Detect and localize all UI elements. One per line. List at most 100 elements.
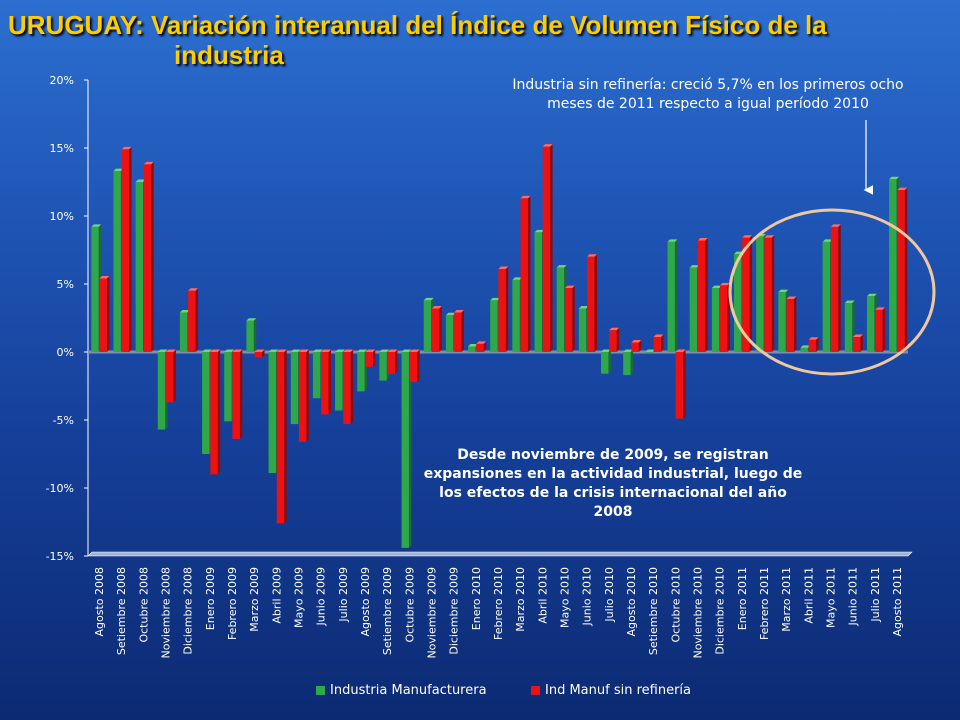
bar-side-ind-manuf-sin-refineria (262, 349, 265, 358)
y-tick-label: 5% (57, 278, 74, 291)
bar-side-ind-manuf-sin-refineria (705, 237, 708, 352)
x-tick-label: Noviembre 2008 (160, 567, 173, 659)
bar-top-ind-manuf-sin-refineria (675, 349, 686, 352)
bar-side-ind-manuf-sin-refineria (594, 254, 597, 352)
bar-side-industria-manufacturera (408, 349, 412, 548)
bar-side-ind-manuf-sin-refineria (372, 349, 376, 367)
bar-ind-manuf-sin-refineria (165, 352, 174, 403)
y-tick-label: -15% (46, 550, 74, 563)
legend-label: Industria Manufacturera (330, 683, 487, 698)
bar-industria-manufacturera (335, 352, 343, 411)
bar-industria-manufacturera (866, 296, 875, 352)
bar-side-ind-manuf-sin-refineria (173, 349, 176, 403)
x-tick-label: Junio 2009 (315, 567, 328, 626)
bar-ind-manuf-sin-refineria (298, 352, 307, 442)
bar-top-ind-manuf-sin-refineria (830, 224, 841, 227)
bar-top-industria-manufacturera (290, 349, 301, 352)
bar-top-ind-manuf-sin-refineria (653, 334, 664, 338)
bar-side-industria-manufacturera (608, 349, 611, 374)
bar-side-ind-manuf-sin-refineria (350, 349, 354, 425)
bar-top-ind-manuf-sin-refineria (454, 310, 464, 313)
bar-top-industria-manufacturera (445, 312, 456, 316)
bar-top-ind-manuf-sin-refineria (498, 266, 509, 270)
bar-side-ind-manuf-sin-refineria (683, 349, 686, 419)
bar-top-ind-manuf-sin-refineria (165, 349, 176, 352)
bar-ind-manuf-sin-refineria (431, 308, 440, 352)
bar-side-ind-manuf-sin-refineria (417, 349, 420, 382)
bar-top-industria-manufacturera (91, 224, 102, 227)
bar-side-ind-manuf-sin-refineria (882, 307, 886, 352)
x-tick-label: Agosto 2008 (93, 567, 106, 637)
x-tick-label: Octubre 2010 (669, 567, 682, 643)
bar-top-industria-manufacturera (202, 349, 212, 352)
bar-top-ind-manuf-sin-refineria (210, 349, 221, 352)
x-tick-label: Mayo 2011 (824, 567, 837, 628)
bar-industria-manufacturera (113, 171, 121, 352)
bar-side-ind-manuf-sin-refineria (638, 339, 642, 352)
legend-swatch-green (316, 686, 325, 695)
bar-side-ind-manuf-sin-refineria (860, 334, 863, 352)
bar-top-industria-manufacturera (556, 265, 567, 268)
x-tick-label: Marzo 2009 (248, 567, 261, 632)
bar-top-industria-manufacturera (490, 297, 501, 301)
bar-industria-manufacturera (689, 267, 698, 352)
bar-ind-manuf-sin-refineria (143, 164, 152, 352)
bar-ind-manuf-sin-refineria (520, 198, 528, 352)
bar-top-ind-manuf-sin-refineria (631, 339, 642, 343)
bar-ind-manuf-sin-refineria (564, 288, 573, 352)
bar-ind-manuf-sin-refineria (786, 298, 794, 352)
bar-industria-manufacturera (135, 182, 144, 352)
bar-industria-manufacturera (290, 352, 299, 425)
chart-title-line1: URUGUAY: Variación interanual del Índice… (8, 10, 827, 40)
bar-top-ind-manuf-sin-refineria (431, 305, 442, 309)
bar-side-ind-manuf-sin-refineria (550, 144, 553, 352)
bar-top-ind-manuf-sin-refineria (897, 187, 908, 191)
bar-top-industria-manufacturera (578, 305, 589, 309)
bar-side-ind-manuf-sin-refineria (195, 288, 199, 352)
bar-top-ind-manuf-sin-refineria (609, 327, 620, 331)
bar-top-ind-manuf-sin-refineria (387, 349, 398, 352)
bar-industria-manufacturera (246, 320, 254, 352)
x-tick-label: Julio 2011 (869, 567, 882, 623)
x-tick-label: Junio 2011 (847, 567, 860, 626)
bar-top-ind-manuf-sin-refineria (276, 349, 287, 352)
bar-ind-manuf-sin-refineria (764, 237, 772, 352)
bar-top-ind-manuf-sin-refineria (742, 235, 753, 238)
x-tick-label: Agosto 2011 (891, 567, 904, 637)
bar-industria-manufacturera (756, 236, 764, 352)
bar-top-industria-manufacturera (778, 289, 789, 293)
bar-side-industria-manufacturera (630, 349, 634, 376)
x-tick-label: Agosto 2010 (625, 567, 638, 637)
bar-industria-manufacturera (91, 226, 99, 352)
bar-ind-manuf-sin-refineria (852, 337, 861, 352)
bar-top-industria-manufacturera (800, 345, 811, 348)
bar-top-ind-manuf-sin-refineria (542, 144, 553, 147)
bar-side-ind-manuf-sin-refineria (461, 310, 464, 352)
chart-title: URUGUAY: Variación interanual del Índice… (8, 10, 948, 70)
bar-ind-manuf-sin-refineria (476, 343, 484, 352)
x-tick-label: Enero 2010 (470, 567, 483, 630)
bar-top-industria-manufacturera (246, 318, 257, 321)
bar-industria-manufacturera (667, 241, 675, 352)
bar-side-industria-manufacturera (253, 318, 257, 352)
bar-industria-manufacturera (179, 312, 188, 352)
x-tick-label: Abril 2011 (802, 567, 815, 624)
x-tick-label: Octubre 2008 (137, 567, 150, 643)
bar-side-ind-manuf-sin-refineria (394, 349, 398, 374)
bar-top-ind-manuf-sin-refineria (697, 237, 708, 241)
bar-top-ind-manuf-sin-refineria (587, 254, 597, 257)
bar-industria-manufacturera (224, 352, 232, 422)
highlight-circle (728, 208, 936, 376)
bar-ind-manuf-sin-refineria (720, 285, 728, 352)
bar-ind-manuf-sin-refineria (387, 352, 395, 374)
x-tick-label: Diciembre 2008 (182, 567, 195, 655)
bar-industria-manufacturera (445, 315, 454, 352)
bar-top-industria-manufacturera (379, 349, 390, 352)
bar-ind-manuf-sin-refineria (830, 226, 839, 352)
x-tick-label: Abril 2010 (536, 567, 549, 624)
bar-top-industria-manufacturera (357, 349, 368, 352)
bar-top-industria-manufacturera (866, 293, 877, 297)
y-tick-label: -5% (53, 414, 74, 427)
bar-top-industria-manufacturera (645, 349, 656, 352)
